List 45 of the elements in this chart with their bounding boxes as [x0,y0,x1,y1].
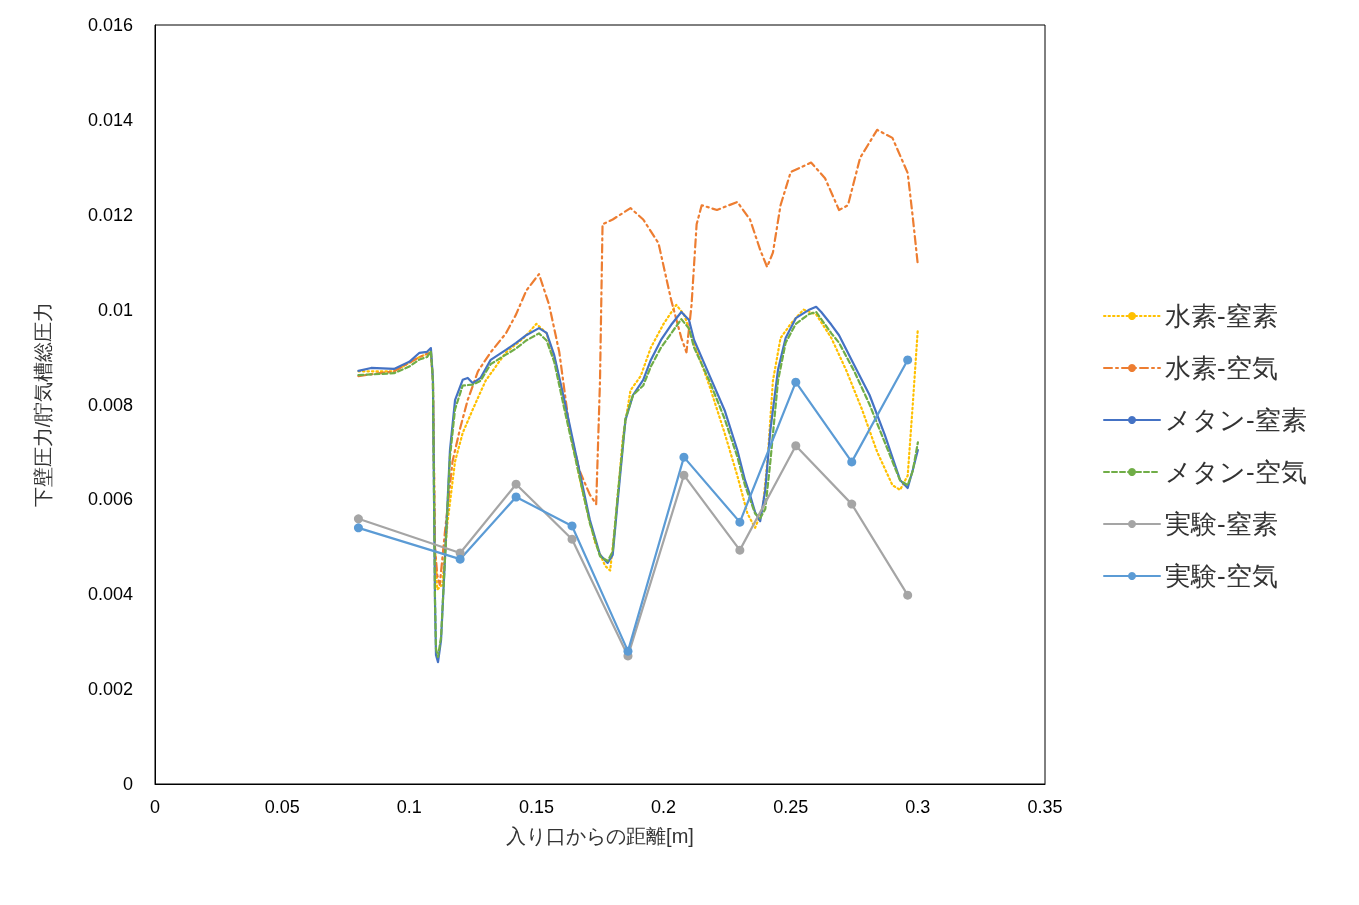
x-tick-label: 0.3 [905,797,931,817]
point [847,457,857,467]
point [511,479,521,489]
legend-label: メタン-窒素 [1165,405,1307,435]
x-tick-label: 0.15 [518,797,554,817]
point [903,590,913,600]
x-tick-label: 0.35 [1027,797,1063,817]
y-axis-title: 下壁圧力/貯気槽総圧力 [32,301,54,508]
y-tick-label: 0.002 [87,679,133,700]
y-tick-label: 0 [122,774,133,794]
point [567,534,577,544]
legend-label: 実験-窒素 [1165,509,1278,539]
legend-label: 水素-空気 [1165,353,1278,383]
point [679,452,689,462]
point [735,545,745,555]
y-tick-label: 0.014 [87,109,133,130]
legend-label: メタン-空気 [1165,457,1307,487]
point [735,517,745,527]
point [353,523,363,533]
y-tick-label: 0.008 [87,394,133,415]
point [511,492,521,502]
y-tick-label: 0.004 [87,584,133,605]
y-tick-label: 0.016 [87,15,133,35]
line-series [357,303,919,591]
point [791,377,801,387]
legend-label: 水素-窒素 [1165,301,1278,331]
x-tick-label: 0.1 [396,797,422,817]
y-tick-label: 0.006 [87,489,133,510]
x-tick-label: 0.05 [264,797,300,817]
x-tick-label: 0.25 [773,797,809,817]
legend-label: 実験-空気 [1165,561,1278,591]
point [623,646,633,656]
y-tick-label: 0.012 [87,204,133,225]
point [791,441,801,451]
point [847,499,857,509]
y-tick-label: 0.01 [97,299,133,320]
x-tick-label: 0 [149,797,161,817]
point [353,514,363,524]
x-axis-title: 入り口からの距離[m] [506,825,694,847]
point [903,355,913,365]
x-tick-label: 0.2 [651,797,677,817]
point [455,554,465,564]
line-series [357,128,919,586]
point [679,470,689,480]
point [567,521,577,531]
